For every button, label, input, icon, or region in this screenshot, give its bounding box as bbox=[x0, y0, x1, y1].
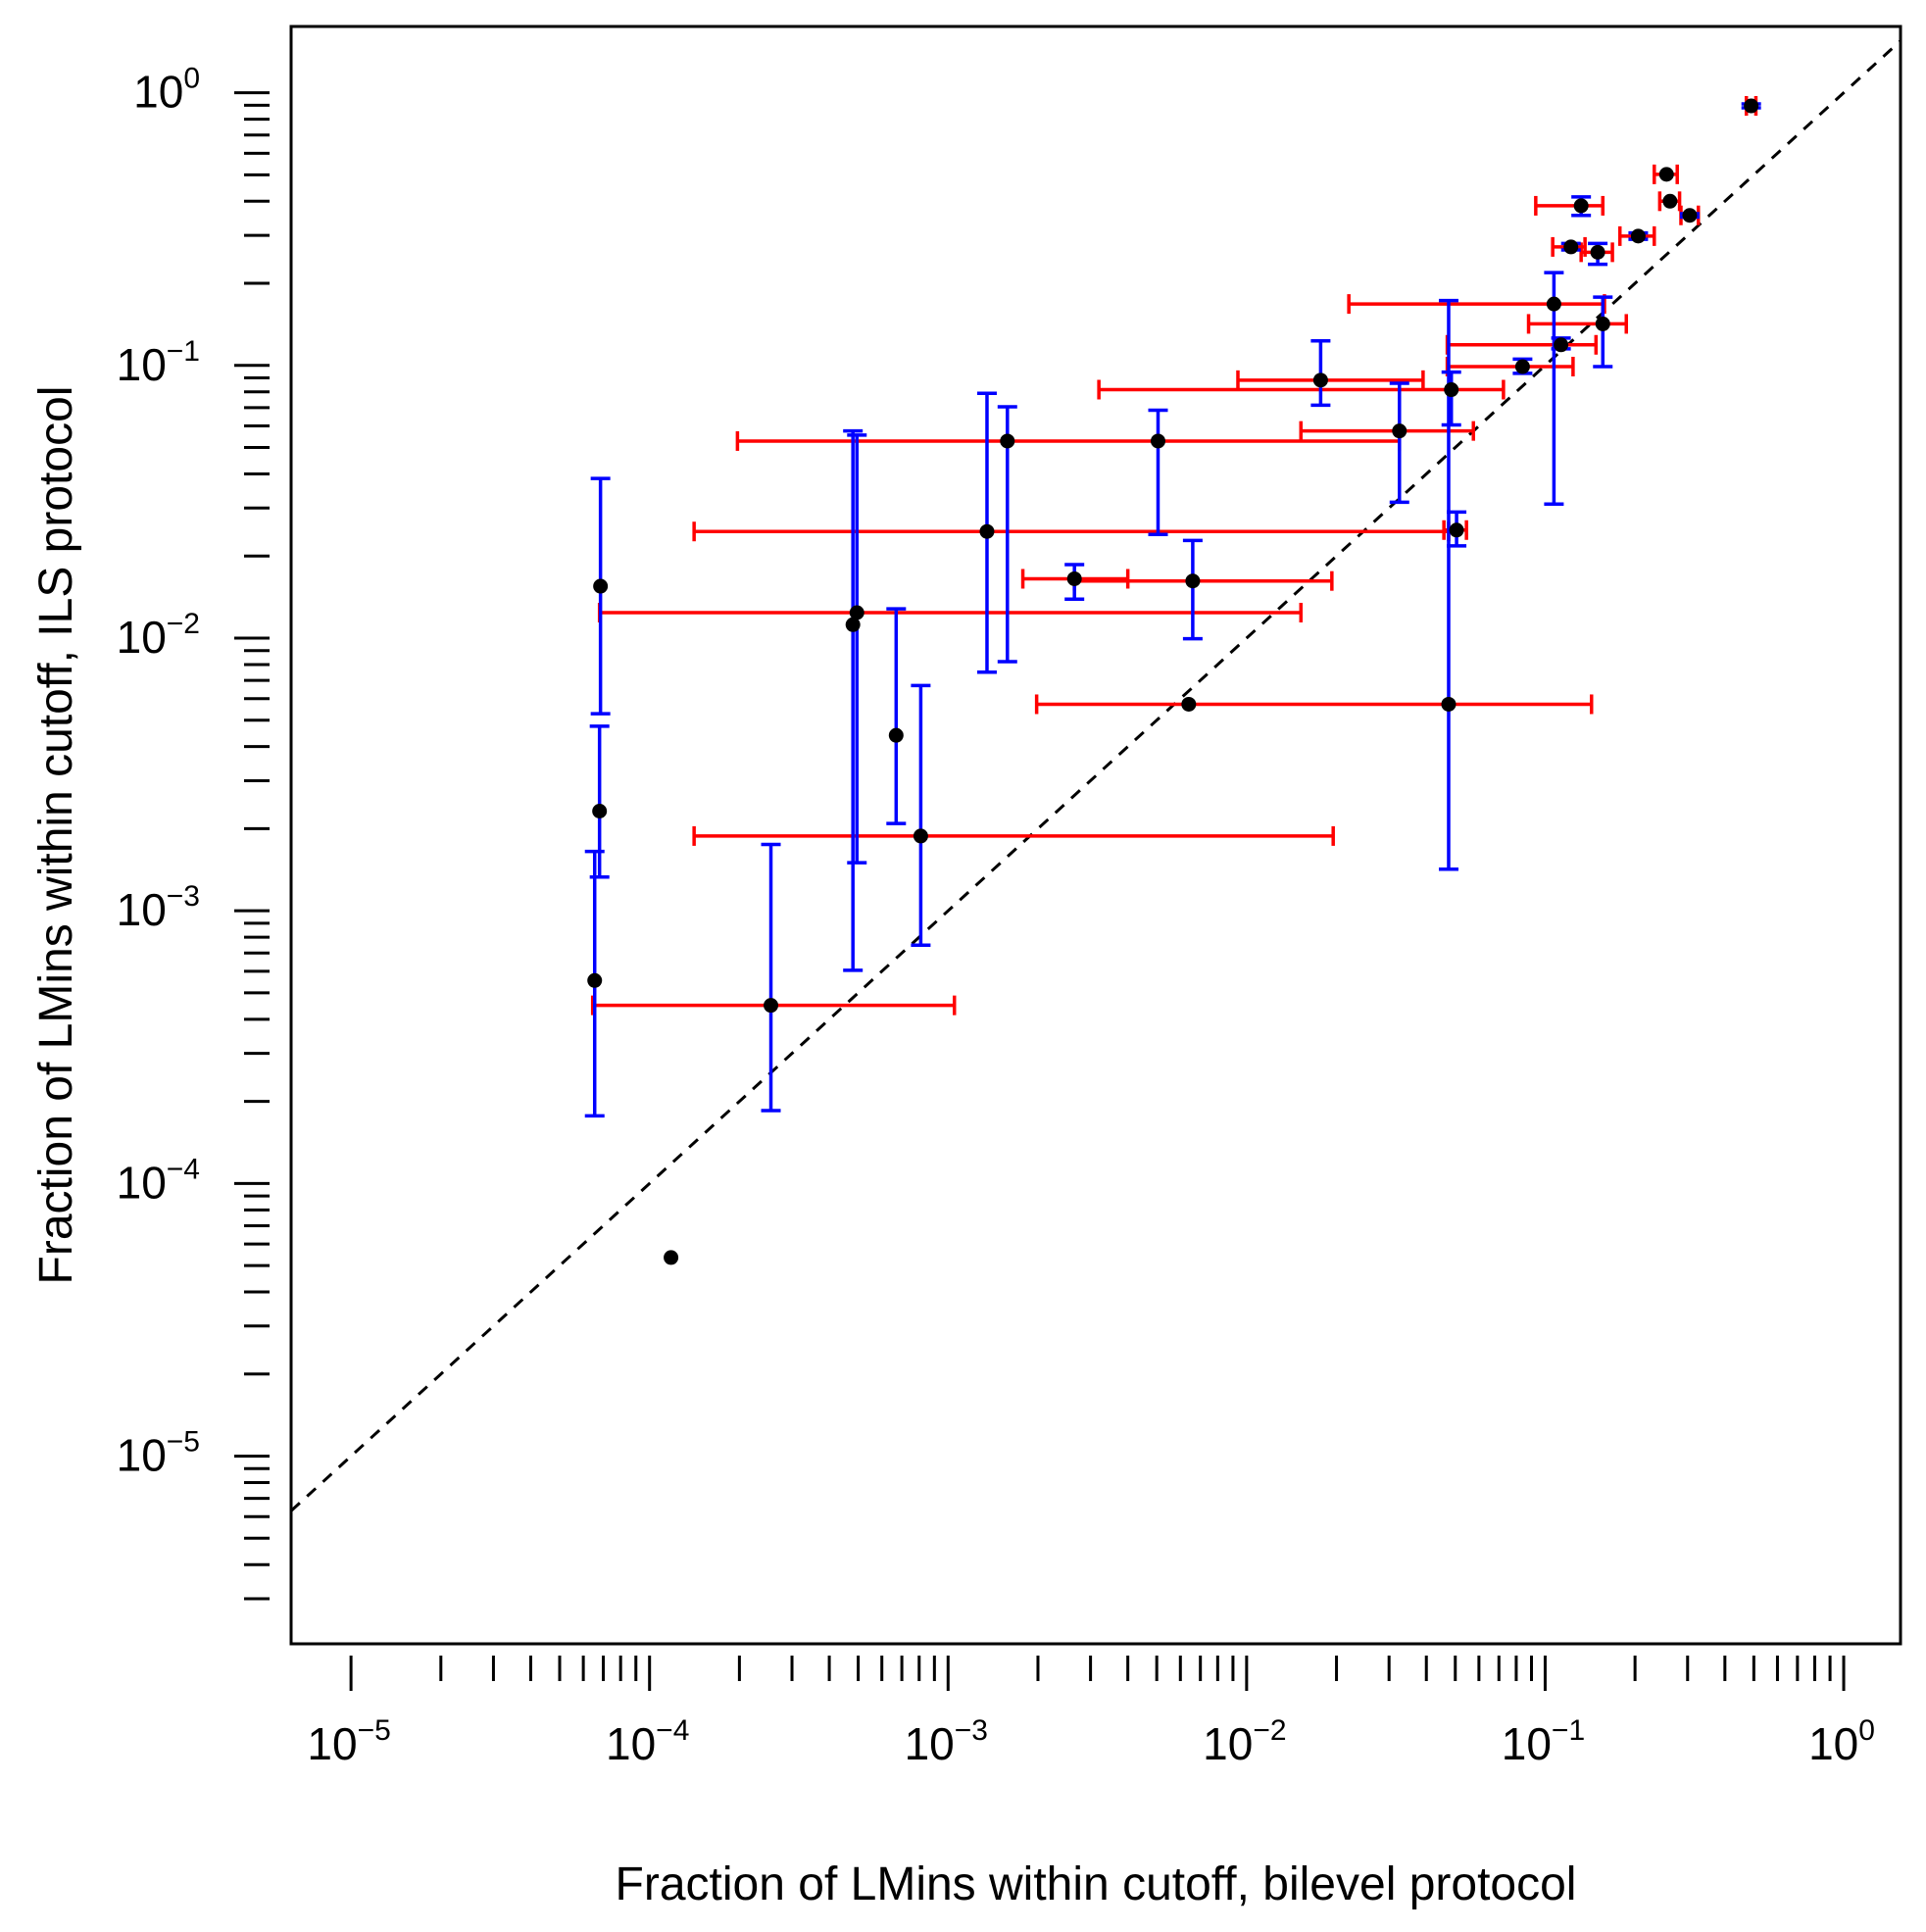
x-tick-label: 10−3 bbox=[905, 1714, 988, 1769]
y-error-bar bbox=[1182, 538, 1203, 641]
data-point bbox=[1682, 208, 1698, 223]
y-tick-label: 10−4 bbox=[117, 1153, 200, 1208]
data-point bbox=[1150, 433, 1165, 449]
y-error-bar bbox=[843, 428, 864, 972]
x-tick-label: 10−1 bbox=[1502, 1714, 1585, 1769]
y-tick-label-exponent: −3 bbox=[167, 880, 200, 913]
y-error-bar bbox=[886, 607, 907, 825]
y-error-bar bbox=[1389, 381, 1409, 505]
data-point bbox=[587, 972, 603, 988]
y-tick-label-exponent: −4 bbox=[167, 1153, 200, 1185]
data-point bbox=[764, 998, 779, 1014]
y-tick-label: 100 bbox=[133, 63, 200, 118]
data-point bbox=[1449, 522, 1464, 538]
data-point bbox=[1573, 198, 1589, 214]
y-tick-label: 10−3 bbox=[117, 880, 200, 935]
data-points bbox=[587, 98, 1759, 1265]
data-point bbox=[1392, 423, 1407, 439]
data-point bbox=[1590, 244, 1605, 260]
x-tick-label-exponent: −5 bbox=[358, 1714, 391, 1747]
y-error-bar bbox=[1148, 408, 1168, 536]
y-tick-label: 10−5 bbox=[117, 1426, 200, 1481]
x-tick-label-exponent: −1 bbox=[1552, 1714, 1585, 1747]
data-point bbox=[888, 727, 904, 743]
data-point bbox=[593, 578, 609, 594]
x-error-bar bbox=[1299, 421, 1475, 441]
y-error-bar bbox=[911, 683, 931, 947]
y-tick-label-base: 10 bbox=[133, 67, 183, 118]
y-error-bar bbox=[1441, 370, 1461, 427]
y-error-bar bbox=[847, 433, 867, 865]
plot-frame bbox=[289, 25, 1902, 1646]
data-point bbox=[1595, 316, 1610, 331]
data-point bbox=[1312, 372, 1328, 388]
y-error-bar bbox=[590, 476, 611, 716]
y-tick-label-base: 10 bbox=[117, 884, 167, 935]
y-tick-label-base: 10 bbox=[117, 1157, 167, 1208]
x-tick-label-exponent: 0 bbox=[1858, 1714, 1875, 1747]
x-error-bar bbox=[1534, 195, 1605, 216]
data-point bbox=[664, 1250, 679, 1265]
x-tick-label: 10−4 bbox=[606, 1714, 689, 1769]
x-tick-label: 100 bbox=[1808, 1714, 1875, 1769]
y-tick-label: 10−2 bbox=[117, 608, 200, 663]
x-error-bar bbox=[692, 825, 1335, 846]
y-tick-label-exponent: −2 bbox=[167, 608, 200, 640]
data-point bbox=[1744, 98, 1759, 114]
data-point bbox=[1563, 239, 1579, 255]
y-error-bar bbox=[589, 724, 610, 879]
data-point bbox=[1066, 570, 1082, 586]
y-tick-label: 10−1 bbox=[117, 335, 200, 390]
y-axis-title: Fraction of LMins within cutoff, ILS pro… bbox=[30, 386, 82, 1285]
y-tick-label-exponent: −1 bbox=[167, 335, 200, 368]
x-tick-label: 10−5 bbox=[307, 1714, 390, 1769]
x-axis-title: Fraction of LMins within cutoff, bilevel… bbox=[616, 1858, 1577, 1910]
x-error-bar bbox=[1034, 694, 1594, 715]
x-axis: 10−5 10−4 10−3 10−2 10−1 100 bbox=[307, 1656, 1875, 1769]
data-point bbox=[849, 605, 864, 620]
data-point bbox=[1546, 296, 1561, 312]
data-point bbox=[1658, 167, 1674, 182]
x-tick-label-exponent: −2 bbox=[1253, 1714, 1286, 1747]
y-error-bar bbox=[1593, 295, 1613, 369]
x-tick-label-base: 10 bbox=[307, 1718, 357, 1769]
x-tick-label-exponent: −3 bbox=[955, 1714, 988, 1747]
x-tick-label-base: 10 bbox=[1808, 1718, 1858, 1769]
data-point bbox=[913, 828, 928, 844]
y-error-bar bbox=[761, 842, 781, 1113]
y-tick-label-exponent: −5 bbox=[167, 1426, 200, 1459]
data-point bbox=[1444, 382, 1459, 398]
data-point bbox=[1181, 696, 1197, 712]
data-point bbox=[1662, 193, 1678, 209]
data-point bbox=[592, 803, 608, 818]
data-point bbox=[1185, 573, 1201, 589]
x-error-bar bbox=[1097, 379, 1506, 400]
x-tick-label-base: 10 bbox=[1502, 1718, 1552, 1769]
x-tick-label-base: 10 bbox=[1203, 1718, 1253, 1769]
x-error-bar bbox=[1236, 370, 1425, 390]
y-tick-label-base: 10 bbox=[117, 612, 167, 663]
data-point bbox=[1630, 228, 1646, 244]
data-point bbox=[845, 617, 861, 632]
y-tick-label-base: 10 bbox=[117, 1430, 167, 1481]
x-tick-label: 10−2 bbox=[1203, 1714, 1286, 1769]
x-tick-label-exponent: −4 bbox=[656, 1714, 689, 1747]
y-tick-label-exponent: 0 bbox=[183, 63, 200, 95]
data-point bbox=[1441, 696, 1457, 712]
data-point bbox=[1514, 359, 1530, 374]
data-point bbox=[1000, 433, 1015, 449]
x-tick-label-base: 10 bbox=[905, 1718, 955, 1769]
reference-diagonal-line bbox=[289, 39, 1902, 1512]
x-tick-label-base: 10 bbox=[606, 1718, 656, 1769]
data-point bbox=[1554, 337, 1569, 353]
data-point bbox=[979, 523, 995, 539]
y-error-bar bbox=[997, 405, 1017, 664]
y-tick-label-base: 10 bbox=[117, 339, 167, 390]
